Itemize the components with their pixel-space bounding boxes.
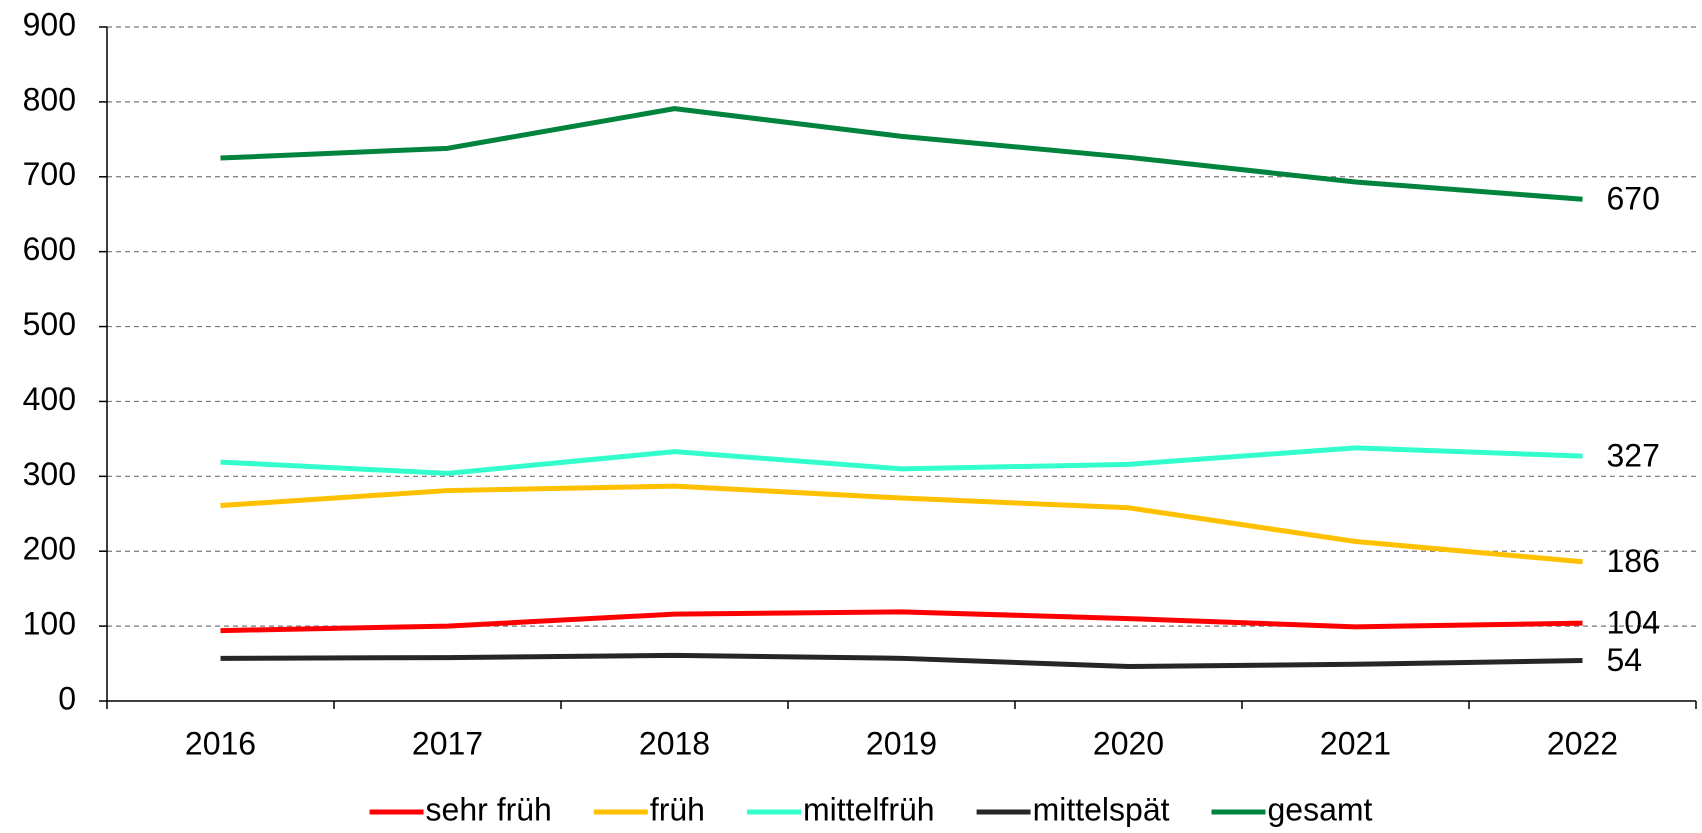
x-tick-label: 2018 [639, 725, 710, 761]
data-label: 670 [1607, 181, 1660, 217]
legend-label: früh [650, 791, 705, 827]
legend-label: sehr früh [426, 791, 552, 827]
data-label: 186 [1607, 543, 1660, 579]
legend: sehr früh früh mittelfrüh mittelspät gesamt [369, 791, 1373, 827]
data-label: 327 [1607, 438, 1660, 474]
y-tick-label: 700 [23, 156, 76, 192]
series-line [220, 106, 1583, 202]
x-tick-label: 2022 [1547, 725, 1618, 761]
y-tick-label: 900 [23, 6, 76, 42]
data-label: 54 [1607, 642, 1643, 678]
y-tick-label: 800 [23, 81, 76, 117]
legend-label: gesamt [1268, 791, 1373, 827]
x-tick-label: 2016 [185, 725, 256, 761]
x-tick-label: 2021 [1320, 725, 1391, 761]
data-label: 104 [1607, 605, 1660, 641]
x-tick-label: 2020 [1093, 725, 1164, 761]
legend-label: mittelspät [1033, 791, 1170, 827]
y-tick-label: 200 [23, 531, 76, 567]
y-tick-label: 100 [23, 606, 76, 642]
y-tick-label: 300 [23, 456, 76, 492]
legend-label: mittelfrüh [803, 791, 935, 827]
y-tick-label: 400 [23, 381, 76, 417]
series-line [220, 445, 1583, 476]
series-line [220, 483, 1583, 565]
series-line [220, 609, 1583, 634]
x-tick-label: 2017 [412, 725, 483, 761]
y-tick-label: 600 [23, 231, 76, 267]
series-line [220, 652, 1583, 670]
x-tick-label: 2019 [866, 725, 937, 761]
y-tick-label: 0 [58, 680, 76, 716]
y-tick-label: 500 [23, 306, 76, 342]
